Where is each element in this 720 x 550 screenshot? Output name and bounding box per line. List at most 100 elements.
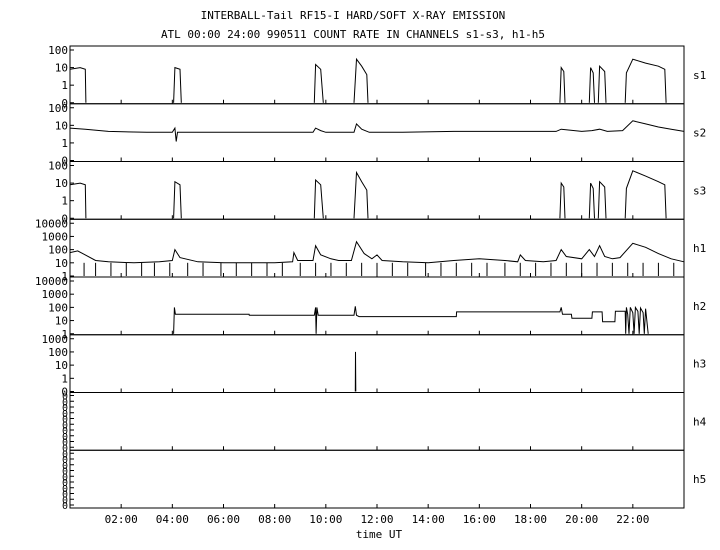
panel-frame-h4 <box>69 392 685 451</box>
x-tick-label: 04:00 <box>156 513 189 526</box>
y-tick-label-s2: 1 <box>61 137 68 150</box>
y-tick-label-s3: 100 <box>48 160 68 173</box>
series-line-s3-5 <box>588 182 595 219</box>
x-tick-label: 02:00 <box>105 513 138 526</box>
y-tick-label-h1: 1000 <box>42 230 69 243</box>
series-line-s1-6 <box>597 65 607 103</box>
channel-label-s1: s1 <box>693 69 706 82</box>
y-tick-label-s2: 100 <box>48 102 68 115</box>
y-tick-label-h2: 1 <box>61 328 68 341</box>
y-tick-label-h5: 0 <box>62 455 68 466</box>
x-tick-label: 14:00 <box>412 513 445 526</box>
panel-frame-s1 <box>69 45 685 105</box>
y-tick-label-h1: 1 <box>61 270 68 283</box>
series-line-s3-2 <box>313 178 324 219</box>
series-line-s1-7 <box>624 58 667 103</box>
y-tick-label-s1: 10 <box>55 62 68 75</box>
y-tick-label-h4: 0 <box>62 432 68 443</box>
channel-label-s3: s3 <box>693 184 706 197</box>
y-tick-label-s1: 0 <box>61 97 68 110</box>
series-line-h3-0 <box>354 351 357 392</box>
x-tick-label: 08:00 <box>258 513 291 526</box>
panel-frame-h5 <box>69 449 685 509</box>
series-line-h2-0 <box>173 305 649 334</box>
y-tick-label-h2: 1000 <box>42 288 69 301</box>
x-tick-label: 22:00 <box>616 513 649 526</box>
y-tick-label-h3: 10 <box>55 359 68 372</box>
x-tick-label: 06:00 <box>207 513 240 526</box>
channel-panels: 1001010s11001010s21001010s31000010001001… <box>35 44 707 526</box>
series-line-h1-0 <box>69 240 685 264</box>
series-line-s3-4 <box>559 181 566 219</box>
series-line-s3-0 <box>69 182 87 219</box>
y-tick-label-h5: 0 <box>62 461 68 472</box>
y-tick-label-s1: 100 <box>48 44 68 57</box>
panel-frame-s3 <box>69 161 685 220</box>
channel-label-h1: h1 <box>693 242 706 255</box>
y-tick-label-h4: 0 <box>62 403 68 414</box>
y-tick-label-s1: 1 <box>61 79 68 92</box>
y-tick-label-s3: 0 <box>61 212 68 225</box>
y-tick-label-h4: 0 <box>62 397 68 408</box>
y-tick-label-h5: 0 <box>62 501 68 512</box>
x-axis-label: time UT <box>356 528 403 541</box>
y-tick-label-h2: 10 <box>55 315 68 328</box>
series-line-s1-5 <box>588 67 595 103</box>
channel-label-h3: h3 <box>693 358 706 371</box>
y-tick-label-h5: 0 <box>62 495 68 506</box>
x-tick-label: 16:00 <box>463 513 496 526</box>
y-tick-label-h4: 0 <box>62 426 68 437</box>
y-tick-label-h3: 0 <box>61 386 68 399</box>
series-line-s3-6 <box>597 180 607 219</box>
channel-label-h2: h2 <box>693 300 706 313</box>
y-tick-label-h4: 0 <box>62 438 68 449</box>
x-tick-label: 18:00 <box>514 513 547 526</box>
series-line-s1-0 <box>69 67 87 103</box>
series-line-s3-7 <box>624 170 667 219</box>
y-tick-label-h1: 10 <box>55 257 68 270</box>
series-line-s3-1 <box>173 180 182 219</box>
y-tick-label-h5: 0 <box>62 484 68 495</box>
y-tick-label-h2: 10000 <box>35 275 68 288</box>
y-tick-label-h2: 100 <box>48 301 68 314</box>
chart-subtitle: ATL 00:00 24:00 990511 COUNT RATE IN CHA… <box>161 28 545 41</box>
x-tick-label: 12:00 <box>360 513 393 526</box>
series-line-s1-2 <box>313 63 324 103</box>
y-tick-label-h5: 0 <box>62 478 68 489</box>
series-line-s1-1 <box>173 66 182 103</box>
y-tick-label-h1: 10000 <box>35 217 68 230</box>
y-tick-label-s3: 1 <box>61 195 68 208</box>
y-tick-label-s2: 10 <box>55 119 68 132</box>
series-line-s1-4 <box>559 66 566 103</box>
y-tick-label-h4: 0 <box>62 415 68 426</box>
channel-label-h4: h4 <box>693 415 707 428</box>
y-tick-label-h3: 100 <box>48 346 68 359</box>
series-line-s2-0 <box>69 120 685 142</box>
y-tick-label-h5: 0 <box>62 449 68 460</box>
y-tick-label-h5: 0 <box>62 472 68 483</box>
y-tick-label-h4: 0 <box>62 420 68 431</box>
x-tick-label: 10:00 <box>309 513 342 526</box>
y-tick-label-h5: 0 <box>62 467 68 478</box>
y-tick-label-h4: 0 <box>62 409 68 420</box>
y-tick-label-s2: 0 <box>61 155 68 168</box>
chart-title: INTERBALL-Tail RF15-I HARD/SOFT X-RAY EM… <box>201 9 506 22</box>
y-tick-label-s3: 10 <box>55 177 68 190</box>
panel-frame-h3 <box>69 334 685 393</box>
channel-label-h5: h5 <box>693 473 706 486</box>
y-tick-label-h4: 0 <box>62 392 68 403</box>
y-tick-label-h5: 0 <box>62 490 68 501</box>
y-tick-label-h3: 1000 <box>42 333 69 346</box>
y-tick-label-h4: 0 <box>62 443 68 454</box>
x-tick-label: 20:00 <box>565 513 598 526</box>
y-tick-label-h3: 1 <box>61 372 68 385</box>
